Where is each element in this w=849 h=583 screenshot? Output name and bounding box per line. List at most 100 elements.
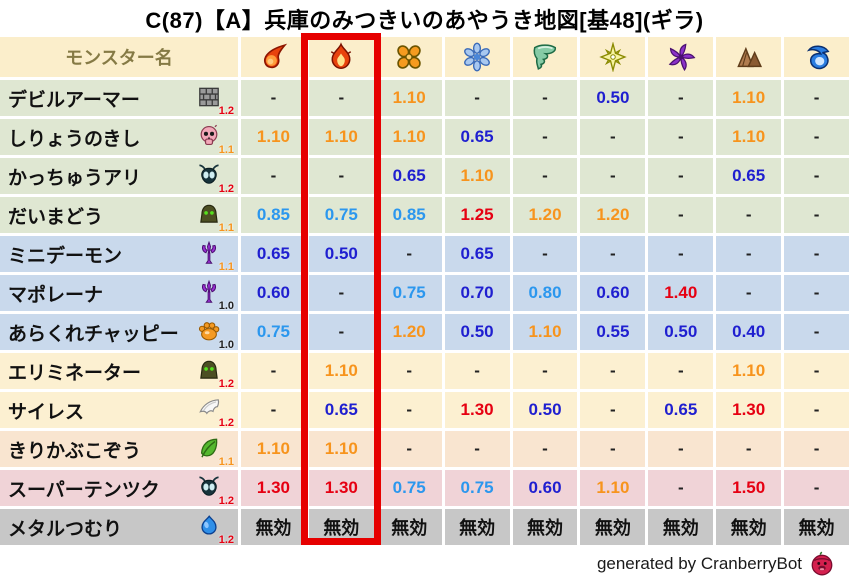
resistance-value-cell: 0.55: [580, 314, 646, 350]
resistance-value-cell: -: [784, 470, 849, 506]
monster-name-cell: きりかぶこぞう 1.1: [0, 431, 238, 468]
resistance-value-cell: 1.40: [648, 275, 714, 311]
resistance-value-cell: 無効: [784, 509, 849, 545]
rate-badge: 1.1: [218, 144, 234, 156]
hooded-monster-icon: [196, 357, 222, 383]
resistance-value-cell: 1.25: [444, 197, 510, 233]
resistance-value-cell: 1.30: [716, 392, 782, 428]
monster-name-cell: デビルアーマー 1.2: [0, 80, 238, 117]
monster-name: だいまどう: [8, 206, 104, 228]
resistance-value-cell: -: [784, 119, 849, 155]
resistance-value-cell: -: [716, 197, 782, 233]
monster-icon-wrap: 1.2: [196, 357, 234, 390]
monster-name-cell: だいまどう 1.1: [0, 197, 238, 234]
rate-badge: 1.2: [218, 105, 234, 117]
monster-icon-wrap: 1.1: [196, 435, 234, 468]
resistance-value-cell: -: [308, 158, 374, 194]
resistance-value-cell: -: [580, 392, 646, 428]
flame-icon: [326, 42, 356, 72]
resistance-value-cell: -: [784, 275, 849, 311]
resistance-value-cell: 0.50: [580, 80, 646, 116]
page-title: C(87)【A】兵庫のみつきいのあやうき地図[基48](ギラ): [145, 7, 704, 33]
resistance-value-cell: 1.10: [308, 119, 374, 155]
resistance-value-cell: -: [784, 236, 849, 272]
resistance-value-cell: -: [648, 80, 714, 116]
monster-name-cell: かっちゅうアリ 1.2: [0, 158, 238, 195]
cranberry-bot-icon: [809, 551, 835, 577]
monster-icon-wrap: 1.0: [196, 318, 234, 351]
rate-badge: 1.1: [218, 222, 234, 234]
resistance-value-cell: 1.10: [241, 119, 306, 155]
resistance-value-cell: 1.10: [444, 158, 510, 194]
rate-badge: 1.1: [218, 456, 234, 468]
resistance-value-cell: 無効: [241, 509, 306, 545]
resistance-value-cell: -: [716, 236, 782, 272]
resistance-value-cell: -: [648, 470, 714, 506]
monster-name-cell: メタルつむり 1.2: [0, 509, 238, 546]
resistance-value-cell: 0.75: [376, 275, 442, 311]
resistance-value-cell: 0.50: [444, 314, 510, 350]
resistance-value-cell: 1.50: [716, 470, 782, 506]
resistance-value-cell: 0.70: [444, 275, 510, 311]
explosion-icon: [394, 42, 424, 72]
resistance-value-cell: -: [308, 275, 374, 311]
monster-name: スーパーテンツク: [8, 479, 160, 501]
monster-icon-wrap: 1.2: [196, 162, 234, 195]
trident-icon: [196, 240, 222, 266]
tornado-icon: [530, 42, 560, 72]
resistance-value-cell: 1.30: [308, 470, 374, 506]
rate-badge: 1.2: [218, 534, 234, 546]
resistance-table-wrap: モンスター名 デビルアーマー 1.2- -1.10- -0.50-1.10- しりょうのき…: [0, 33, 849, 546]
resistance-value-cell: 1.10: [308, 431, 374, 467]
resistance-value-cell: -: [308, 314, 374, 350]
sparkle-icon: [598, 42, 628, 72]
resistance-value-cell: 0.75: [241, 314, 306, 350]
wing-icon: [196, 396, 222, 422]
resistance-value-cell: 0.40: [716, 314, 782, 350]
brick-armor-icon: [196, 84, 222, 110]
resistance-value-cell: 0.65: [716, 158, 782, 194]
resistance-value-cell: 無効: [716, 509, 782, 545]
monster-name-column-header: モンスター名: [0, 37, 238, 77]
monster-name-cell: エリミネーター 1.2: [0, 353, 238, 390]
resistance-value-cell: 無効: [308, 509, 374, 545]
resistance-value-cell: -: [512, 353, 578, 389]
wave-icon: [802, 42, 832, 72]
resistance-table: モンスター名 デビルアーマー 1.2- -1.10- -0.50-1.10- しりょうのき…: [0, 37, 849, 546]
monster-icon-wrap: 1.1: [196, 201, 234, 234]
resistance-value-cell: -: [784, 197, 849, 233]
resistance-value-cell: 0.60: [512, 470, 578, 506]
monster-name-cell: あらくれチャッピー 1.0: [0, 314, 238, 351]
monster-icon-wrap: 1.2: [196, 474, 234, 507]
leaf-icon: [196, 435, 222, 461]
monster-name-cell: スーパーテンツク 1.2: [0, 470, 238, 507]
resistance-value-cell: -: [580, 353, 646, 389]
resistance-value-cell: 0.85: [241, 197, 306, 233]
resistance-value-cell: 無効: [512, 509, 578, 545]
resistance-value-cell: 1.10: [580, 470, 646, 506]
resistance-value-cell: 0.85: [376, 197, 442, 233]
monster-name: あらくれチャッピー: [8, 323, 179, 345]
monster-name: しりょうのきし: [8, 128, 141, 150]
resistance-value-cell: 無効: [444, 509, 510, 545]
resistance-value-cell: 1.10: [376, 119, 442, 155]
resistance-value-cell: -: [648, 119, 714, 155]
resistance-value-cell: -: [376, 353, 442, 389]
resistance-value-cell: 0.50: [648, 314, 714, 350]
monster-name: サイレス: [8, 401, 85, 423]
resistance-value-cell: 0.60: [241, 275, 306, 311]
resistance-value-cell: -: [784, 314, 849, 350]
resistance-value-cell: -: [784, 431, 849, 467]
monster-icon-wrap: 1.0: [196, 279, 234, 312]
monster-icon-wrap: 1.1: [196, 123, 234, 156]
paw-icon: [196, 318, 222, 344]
element-column-header: [308, 37, 374, 77]
resistance-value-cell: 無効: [648, 509, 714, 545]
mountain-icon: [734, 42, 764, 72]
resistance-value-cell: 0.50: [512, 392, 578, 428]
resistance-value-cell: 1.10: [716, 80, 782, 116]
hooded-monster-icon: [196, 201, 222, 227]
resistance-value-cell: 0.50: [308, 236, 374, 272]
element-column-header: [716, 37, 782, 77]
snowflake-icon: [462, 42, 492, 72]
